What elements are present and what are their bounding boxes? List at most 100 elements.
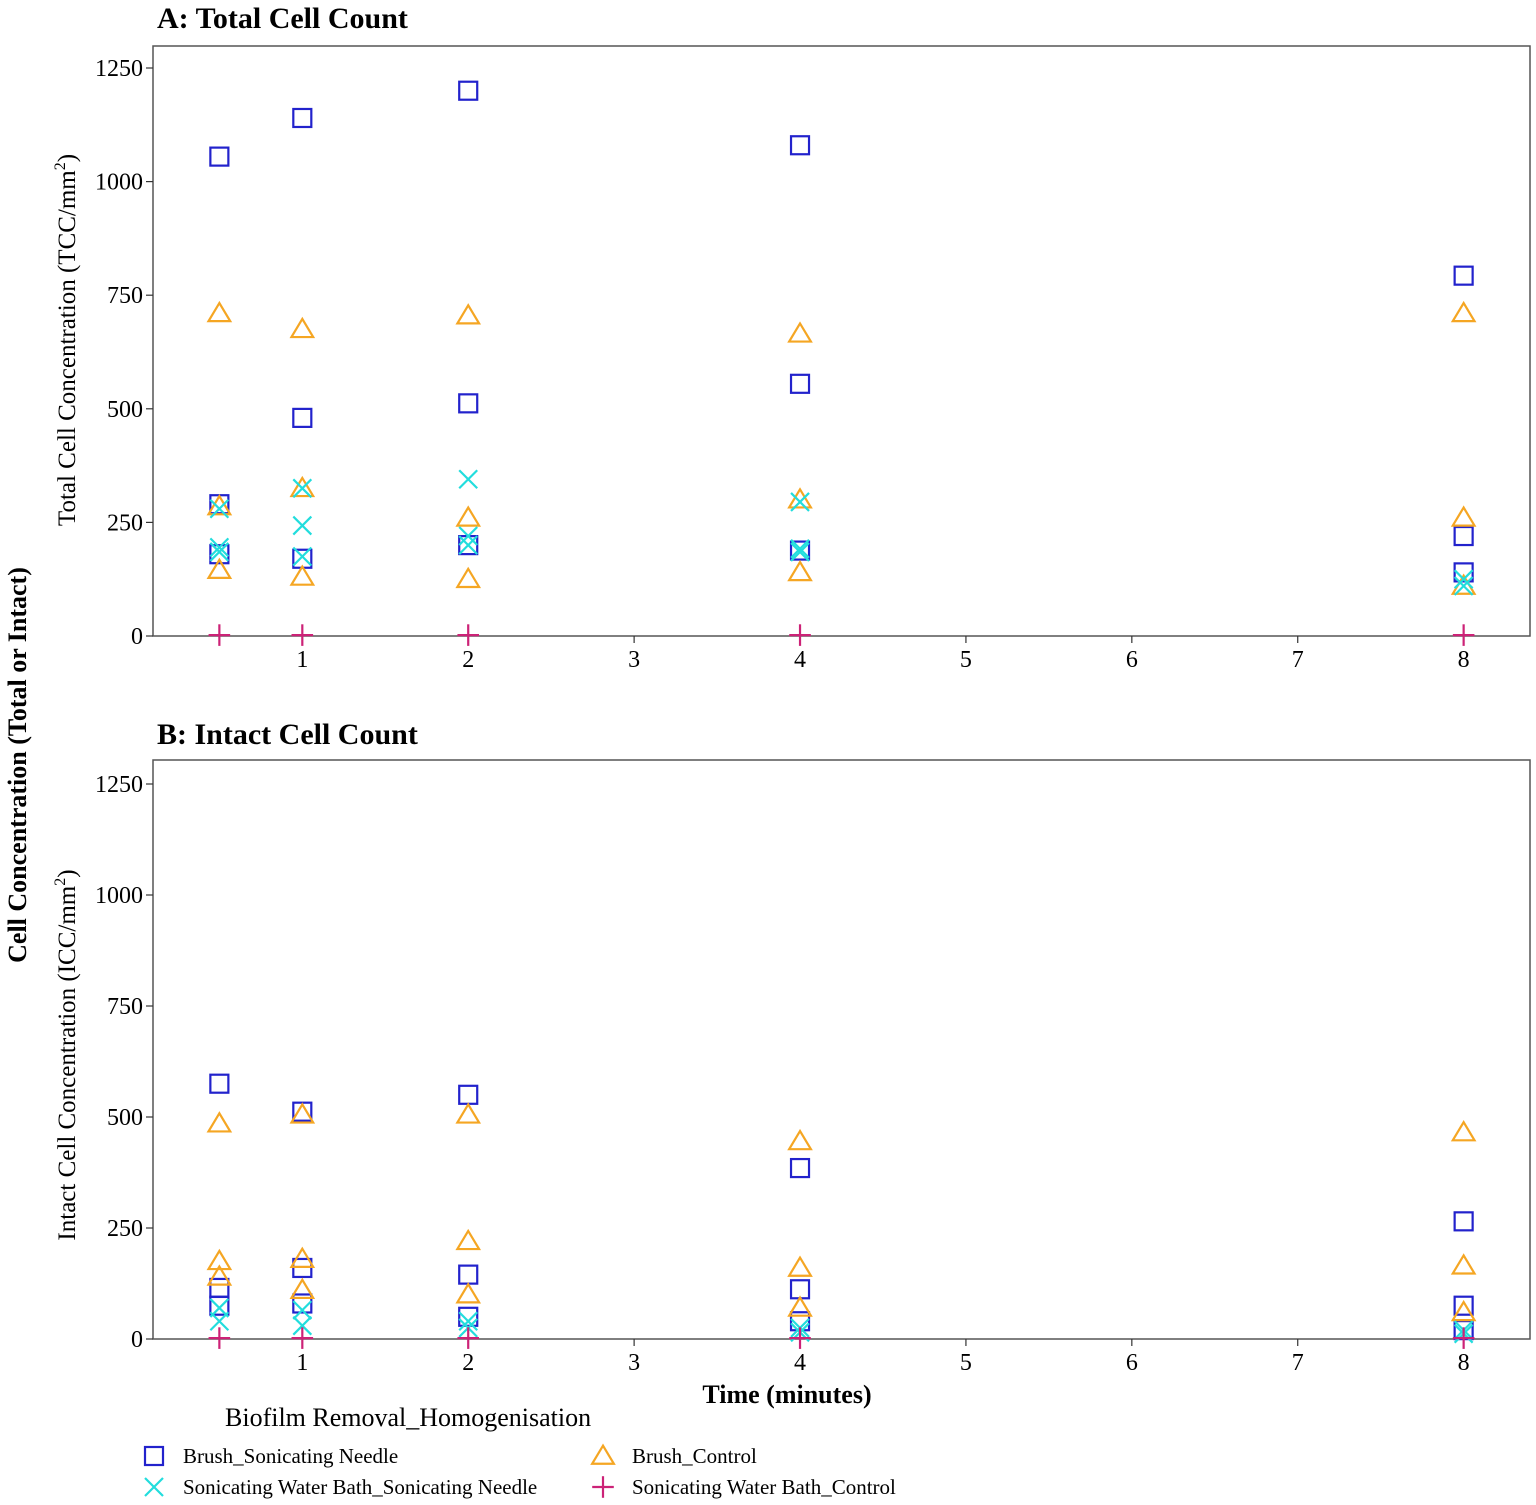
legend-item: Sonicating Water Bath_Control <box>592 1475 896 1499</box>
series-x <box>209 469 1474 596</box>
data-point <box>790 492 810 512</box>
data-point <box>1453 569 1474 589</box>
legend: Biofilm Removal_Homogenisation Brush_Son… <box>143 1403 896 1499</box>
data-point <box>209 1277 230 1299</box>
data-point <box>458 1264 479 1285</box>
data-point <box>789 1327 811 1349</box>
y-tick-label: 0 <box>131 1327 143 1353</box>
data-point <box>208 1327 231 1349</box>
x-tick-label: 2 <box>462 647 474 673</box>
data-point <box>289 564 316 586</box>
legend-item: Sonicating Water Bath_Sonicating Needle <box>144 1475 537 1499</box>
data-point <box>457 1327 480 1349</box>
panel-b-title: B: Intact Cell Count <box>157 718 418 751</box>
data-point <box>790 542 810 562</box>
x-tick-label: 2 <box>462 1350 474 1376</box>
data-point <box>291 624 314 646</box>
series-triangle <box>206 1102 1477 1322</box>
y-tick-label: 750 <box>107 283 143 309</box>
y-tick-label: 250 <box>107 510 143 536</box>
legend-item: Brush_Control <box>590 1443 757 1468</box>
data-point <box>458 1306 479 1327</box>
data-point <box>789 373 811 394</box>
panel-a-data-points <box>206 80 1477 646</box>
data-point <box>1452 1327 1475 1349</box>
legend-label: Brush_Control <box>632 1444 757 1468</box>
panel-a-total-cell-count: A: Total Cell Count Total Cell Concentra… <box>52 2 1531 673</box>
data-point <box>789 135 811 156</box>
data-point <box>458 469 478 490</box>
x-tick-label: 6 <box>1126 647 1138 673</box>
data-point <box>458 393 479 414</box>
y-tick-label: 1000 <box>95 883 143 909</box>
data-point <box>789 540 811 561</box>
data-point <box>289 1277 316 1300</box>
data-point <box>787 321 813 343</box>
data-point <box>292 515 313 536</box>
y-tick-label: 750 <box>107 994 143 1020</box>
series-plus <box>208 624 1475 646</box>
data-point <box>455 1102 482 1124</box>
data-point <box>292 478 313 499</box>
data-point <box>1453 576 1474 596</box>
data-point <box>292 1293 313 1314</box>
legend-item: Brush_Sonicating Needle <box>143 1444 398 1468</box>
panel-b-plot-frame <box>152 759 1531 1340</box>
series-x <box>209 1298 1474 1344</box>
data-point <box>455 303 482 325</box>
data-point <box>787 559 813 582</box>
data-point <box>206 1264 233 1286</box>
legend-swatch <box>144 1477 164 1497</box>
data-point <box>289 1246 316 1268</box>
data-point <box>292 407 313 428</box>
legend-title: Biofilm Removal_Homogenisation <box>225 1403 591 1432</box>
panel-a-y-axis-title: Total Cell Concentration (TCC/mm2) <box>52 154 81 526</box>
x-tick-label: 3 <box>628 1350 640 1376</box>
data-point <box>292 1300 313 1320</box>
data-point <box>455 566 482 589</box>
data-point <box>789 1157 811 1179</box>
series-square <box>209 1073 1474 1341</box>
data-point <box>1452 624 1475 646</box>
data-point <box>292 1315 313 1336</box>
panel-a-title: A: Total Cell Count <box>157 2 408 35</box>
panel-a-plot-frame <box>152 45 1531 637</box>
data-point <box>209 146 230 167</box>
data-point <box>1450 1299 1477 1322</box>
panel-a-axes: 0 250 500 750 1000 1250 1 2 3 4 5 6 7 8 <box>95 56 1470 673</box>
data-point <box>455 1282 482 1304</box>
data-point <box>789 624 811 646</box>
data-point <box>458 1311 478 1332</box>
data-point <box>292 546 313 567</box>
data-point <box>209 1311 230 1332</box>
x-tick-label: 4 <box>794 1350 806 1376</box>
x-tick-label: 7 <box>1292 647 1304 673</box>
data-point <box>208 624 231 646</box>
data-point <box>455 1228 482 1251</box>
data-point <box>292 1257 313 1279</box>
y-tick-label: 1250 <box>95 56 143 82</box>
data-point <box>1450 1253 1477 1275</box>
x-tick-label: 5 <box>960 1350 972 1376</box>
panel-b-intact-cell-count: B: Intact Cell Count Intact Cell Concent… <box>52 718 1531 1409</box>
x-tick-label: 7 <box>1292 1350 1304 1376</box>
data-point <box>1450 300 1477 323</box>
y-tick-label: 1250 <box>95 772 143 798</box>
x-tick-label: 8 <box>1458 647 1470 673</box>
data-point <box>206 1111 233 1133</box>
legend-label: Sonicating Water Bath_Sonicating Needle <box>183 1475 537 1499</box>
data-point <box>209 542 230 562</box>
x-tick-label: 8 <box>1458 1350 1470 1376</box>
data-point <box>209 537 230 558</box>
data-point <box>458 535 478 555</box>
legend-items: Brush_Sonicating Needle Brush_Control Soni… <box>143 1443 896 1499</box>
legend-label: Brush_Sonicating Needle <box>183 1444 398 1468</box>
data-point <box>458 1084 479 1105</box>
data-point <box>289 316 316 339</box>
data-point <box>209 1295 230 1316</box>
data-point <box>1453 562 1474 583</box>
data-point <box>292 107 313 129</box>
series-triangle <box>206 300 1477 595</box>
x-tick-label: 5 <box>960 647 972 673</box>
